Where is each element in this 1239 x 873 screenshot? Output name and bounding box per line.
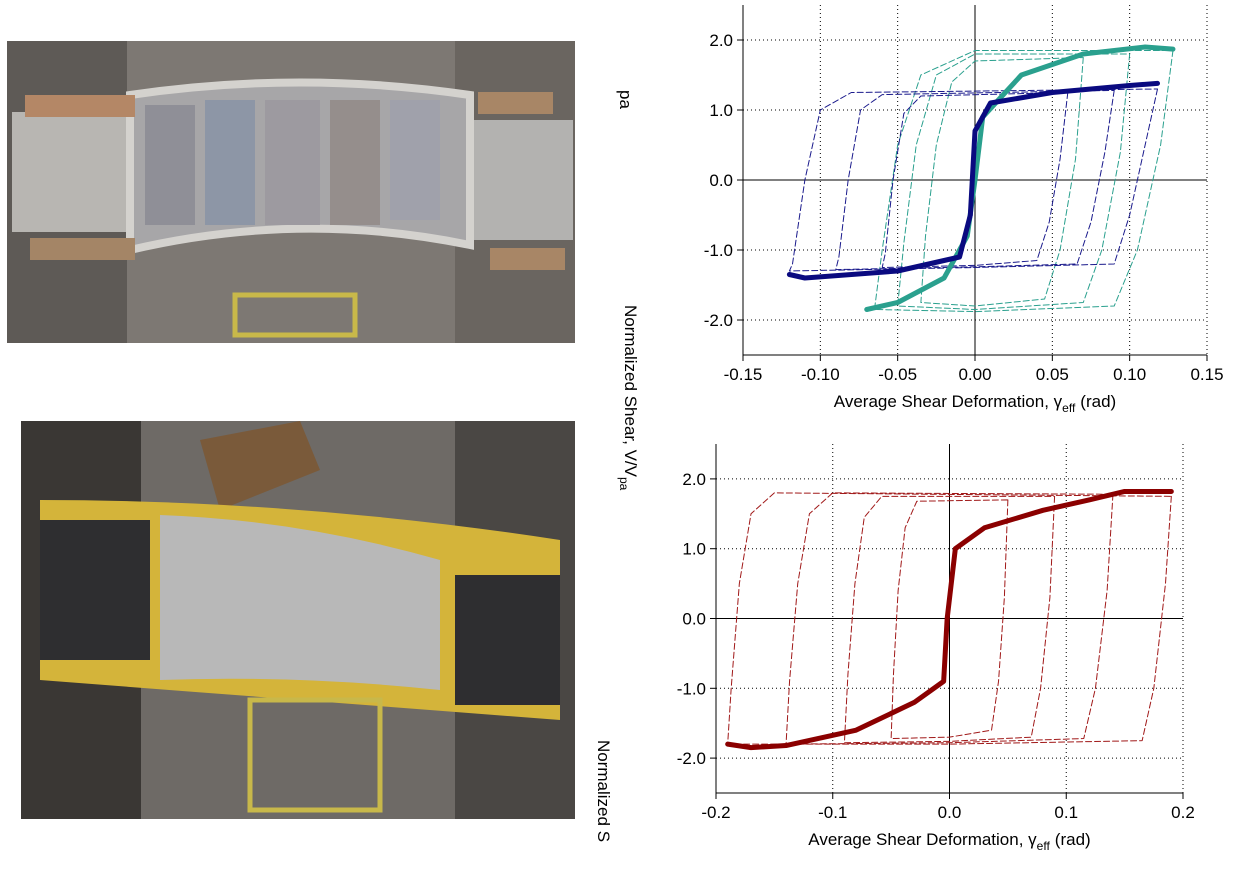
x-tick-label: 0.10 [1113,365,1146,384]
y-label-sub: pa [617,477,631,491]
y-label-main: Normalized S [594,740,613,842]
loop-line [897,53,1131,310]
loop-line [881,92,1069,268]
x-tick-label: 0.05 [1036,365,1069,384]
x-axis-label: Average Shear Deformation, γeff (rad) [808,830,1090,853]
x-tick-label: -0.05 [878,365,917,384]
x-label-sub: eff [1037,839,1051,853]
x-tick-label: -0.1 [818,803,847,822]
x-tick-label: 0.00 [958,365,991,384]
y-tick-label: 2.0 [682,470,706,489]
y-tick-label: 0.0 [682,610,706,629]
x-tick-label: 0.0 [938,803,962,822]
x-tick-label: 0.1 [1054,803,1078,822]
y-axis-label: Normalized Shear, V/Vpa [617,305,640,491]
x-label-tail: (rad) [1080,392,1116,411]
x-tick-label: 0.15 [1190,365,1223,384]
x-label-main: Average Shear Deformation, γ [834,392,1063,411]
x-tick-label: -0.2 [701,803,730,822]
y-tick-label: 1.0 [682,540,706,559]
loop-line [920,57,1084,307]
photo-top [7,41,575,343]
x-tick-label: 0.2 [1171,803,1195,822]
loop-line [873,50,1174,313]
stray-label: pa [616,90,635,109]
y-tick-label: 0.0 [709,171,733,190]
loop-line [788,88,1159,272]
y-axis-label: Normalized S [594,740,613,842]
backbone-line [786,80,1161,281]
x-tick-label: -0.10 [801,365,840,384]
y-tick-label: 1.0 [709,101,733,120]
backbone-line [725,488,1174,751]
y-tick-label: -2.0 [677,749,706,768]
y-tick-label: -1.0 [677,679,706,698]
backbone-line [864,44,1176,312]
y-label-main: Normalized Shear, V/V [621,305,640,478]
chart: -0.15 -0.10 -0.05 0.00 0.05 0.10 0.15 -2.0 -1.0 0… [617,5,1224,491]
y-tick-label: -1.0 [704,241,733,260]
x-label-main: Average Shear Deformation, γ [808,830,1037,849]
x-tick-label: -0.15 [724,365,763,384]
chart: -0.2 -0.1 0.0 0.1 0.2 -2.0 -1.0 0.0 1.0 2.0 Averag… [594,444,1195,853]
y-tick-label: -2.0 [704,311,733,330]
photo-bottom [21,421,575,819]
loop-line [843,495,1056,744]
x-label-tail: (rad) [1055,830,1091,849]
loop-line [835,89,1115,271]
x-axis-label: Average Shear Deformation, γeff (rad) [834,392,1116,415]
loop-line [890,499,1009,740]
y-tick-label: 2.0 [709,31,733,50]
x-label-sub: eff [1062,401,1076,415]
